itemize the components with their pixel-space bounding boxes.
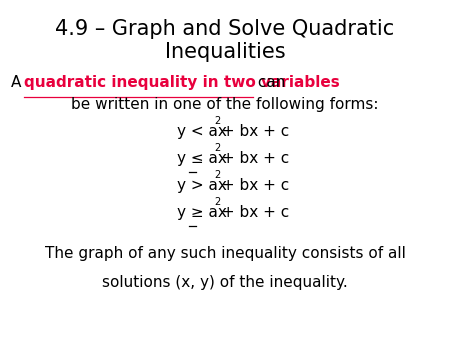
Text: 4.9 – Graph and Solve Quadratic: 4.9 – Graph and Solve Quadratic [55, 19, 395, 39]
Text: + bx + c: + bx + c [217, 124, 290, 139]
Text: The graph of any such inequality consists of all: The graph of any such inequality consist… [45, 246, 405, 261]
Text: + bx + c: + bx + c [217, 178, 290, 193]
Text: solutions (x, y) of the inequality.: solutions (x, y) of the inequality. [102, 275, 348, 290]
Text: Inequalities: Inequalities [165, 42, 285, 63]
Text: quadratic inequality in two variables: quadratic inequality in two variables [24, 75, 339, 90]
Text: 2: 2 [214, 143, 220, 153]
Text: 2: 2 [214, 116, 220, 126]
Text: + bx + c: + bx + c [217, 206, 290, 220]
Text: 2: 2 [214, 170, 220, 180]
Text: + bx + c: + bx + c [217, 151, 290, 166]
Text: y ≤ ax: y ≤ ax [177, 151, 227, 166]
Text: A: A [11, 75, 27, 90]
Text: can: can [253, 75, 285, 90]
Text: 2: 2 [214, 197, 220, 207]
Text: y < ax: y < ax [177, 124, 227, 139]
Text: y ≥ ax: y ≥ ax [177, 206, 227, 220]
Text: be written in one of the following forms:: be written in one of the following forms… [71, 97, 379, 112]
Text: y > ax: y > ax [177, 178, 227, 193]
